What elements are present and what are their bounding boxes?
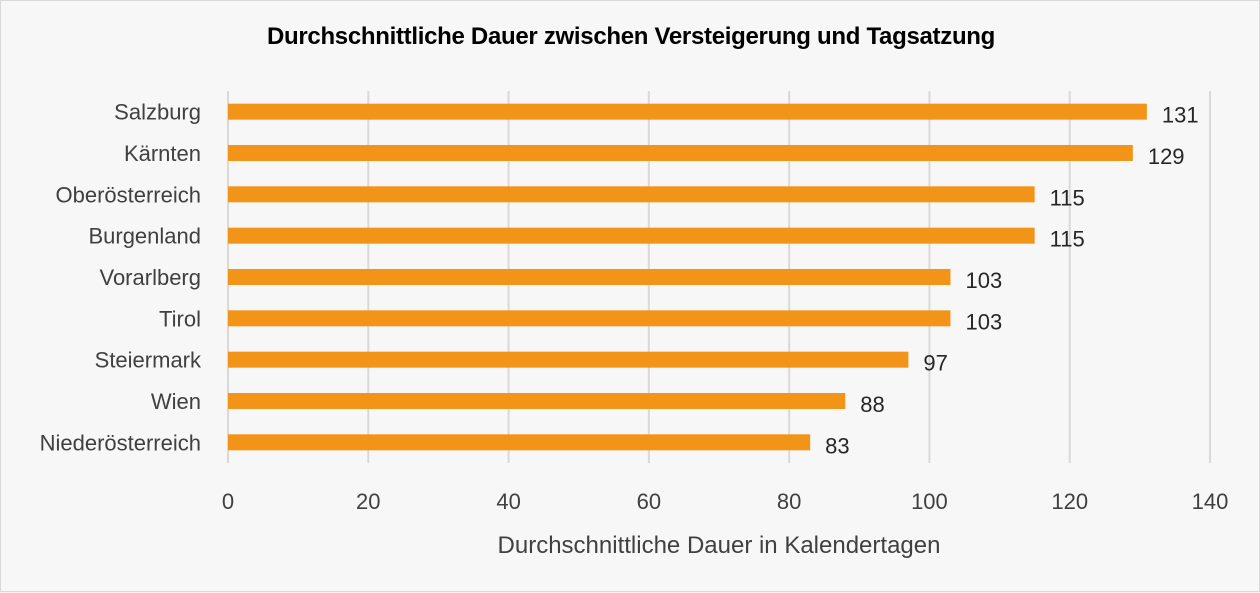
- data-label: 129: [1148, 144, 1185, 169]
- bar: [228, 310, 951, 327]
- x-tick-label: 80: [777, 489, 801, 514]
- data-label: 97: [923, 351, 947, 376]
- category-label: Vorarlberg: [99, 265, 201, 290]
- data-label: 83: [825, 433, 849, 458]
- data-label: 103: [965, 309, 1002, 334]
- bar: [228, 227, 1035, 244]
- category-label: Tirol: [159, 306, 201, 331]
- x-tick-label: 40: [496, 489, 520, 514]
- bar: [228, 145, 1133, 161]
- category-label: Wien: [151, 389, 201, 414]
- bar: [228, 351, 909, 368]
- x-tick-label: 20: [356, 489, 380, 514]
- category-label: Oberösterreich: [55, 182, 201, 207]
- category-label: Steiermark: [95, 348, 202, 373]
- x-axis-title: Durchschnittliche Dauer in Kalendertagen: [498, 532, 941, 559]
- x-tick-label: 60: [637, 489, 661, 514]
- data-label: 88: [860, 392, 884, 417]
- category-label: Salzburg: [114, 100, 201, 125]
- data-label: 115: [1050, 227, 1085, 252]
- category-label: Niederösterreich: [40, 430, 201, 455]
- bar: [228, 186, 1035, 203]
- category-label: Burgenland: [88, 224, 201, 249]
- category-label: Kärnten: [124, 141, 201, 166]
- data-label: 103: [965, 268, 1002, 293]
- data-label: 131: [1162, 103, 1199, 128]
- x-tick-label: 0: [222, 489, 234, 514]
- x-tick-label: 120: [1051, 489, 1088, 514]
- x-tick-label: 100: [911, 489, 948, 514]
- x-tick-label: 140: [1192, 489, 1229, 514]
- bar: [228, 393, 846, 409]
- bar: [228, 269, 951, 285]
- data-label: 115: [1050, 185, 1085, 210]
- bar: [228, 434, 811, 451]
- chart-title: Durchschnittliche Dauer zwischen Verstei…: [266, 23, 996, 50]
- bar: [228, 103, 1147, 120]
